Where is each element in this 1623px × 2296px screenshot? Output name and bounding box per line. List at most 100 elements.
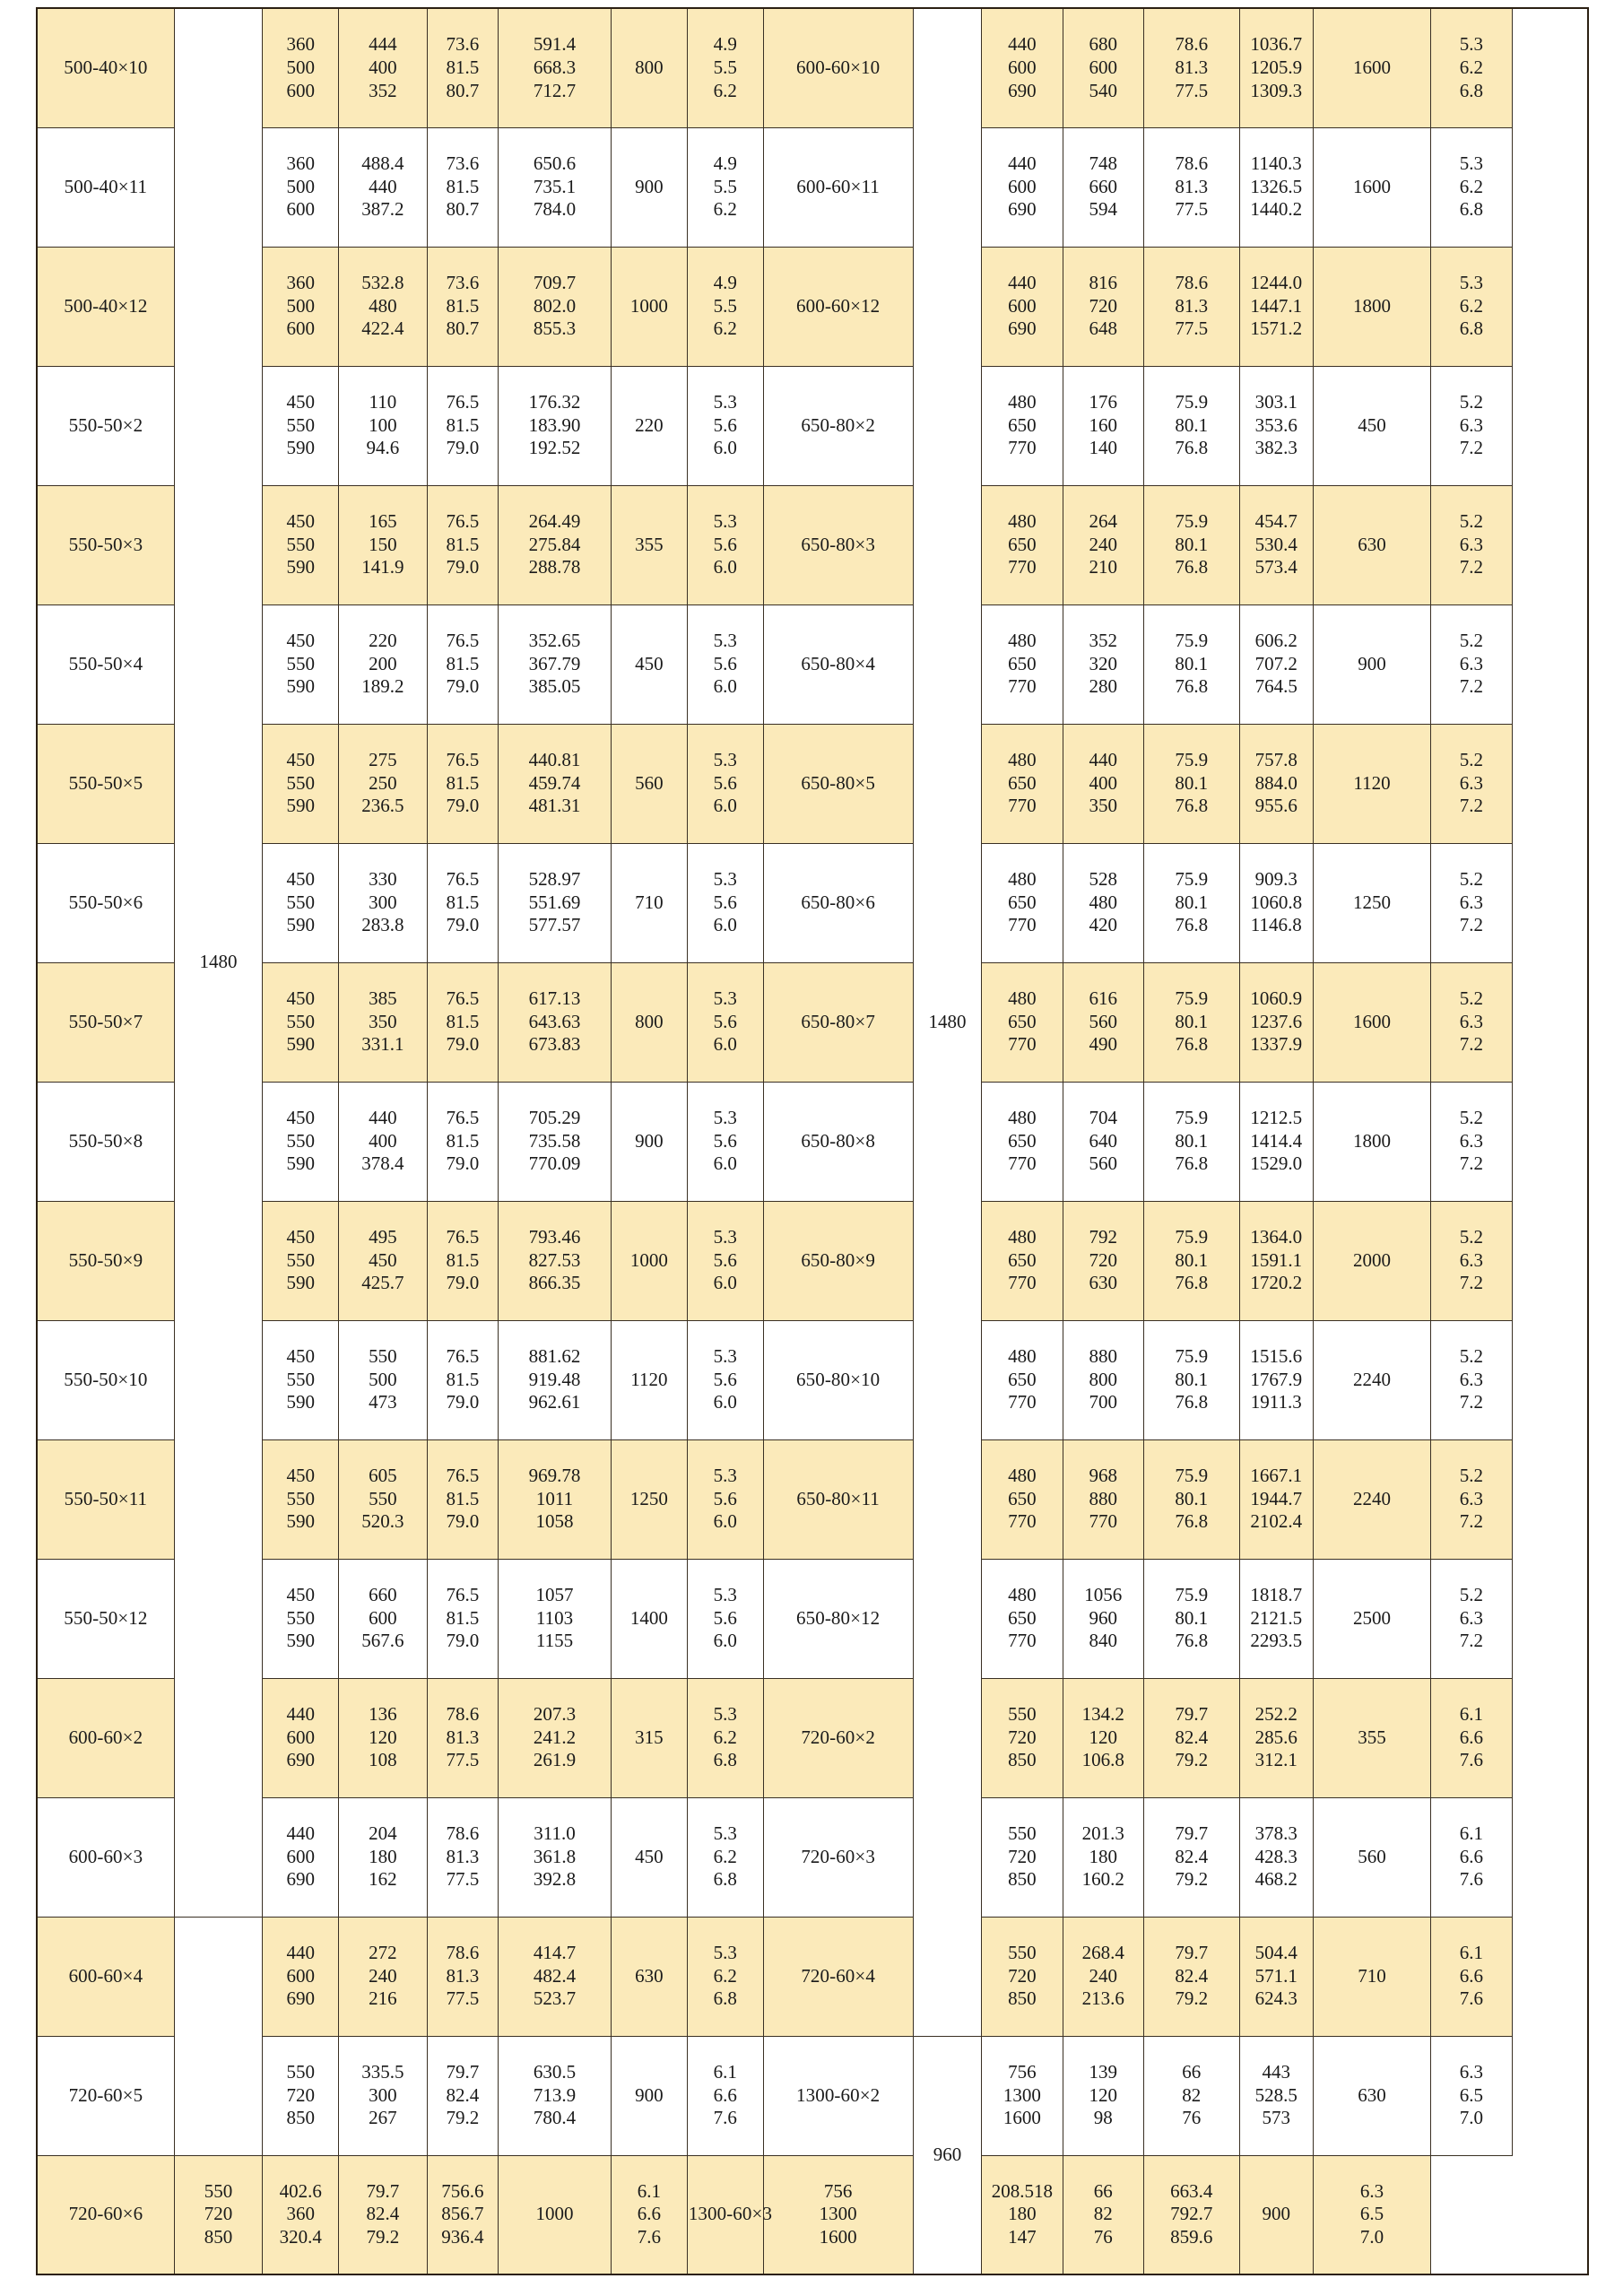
table-cell: 605 550 520.3	[338, 1439, 428, 1560]
table-cell: 616 560 490	[1062, 961, 1144, 1083]
cell-line: 1155	[535, 1630, 574, 1652]
cell-line: 79.0	[446, 1272, 480, 1294]
cell-line: 600	[286, 1726, 315, 1748]
cell-line: 162	[369, 1868, 397, 1891]
cell-line: 690	[1008, 79, 1037, 101]
cell-line: 5.6	[713, 1010, 737, 1032]
cell-line: 770	[1008, 1272, 1037, 1294]
cell-line: 590	[286, 795, 315, 817]
cell-line: 1056	[1084, 1584, 1123, 1606]
cell-line: 6.1	[1459, 1822, 1483, 1845]
cell-line: 7.0	[1359, 2226, 1384, 2248]
table-cell: 550-50×12	[36, 1558, 175, 1679]
cell-line: 6.0	[713, 1152, 737, 1175]
cell-line: 481.31	[528, 795, 581, 817]
table-row: 550-50×5 450 550 590 275 250 236.5 76.5 81.5 79.0…	[36, 723, 1588, 844]
cell-line: 76.8	[1175, 1152, 1209, 1175]
cell-line: 590	[286, 1510, 315, 1533]
cell-line: 75.9	[1175, 1465, 1209, 1487]
cell-line: 5.3	[713, 1822, 737, 1845]
cell-line: 6.3	[1459, 1248, 1483, 1271]
table-cell: 480 650 770	[981, 365, 1063, 486]
cell-line: 360	[286, 33, 315, 56]
table-cell: 6.3 6.5 7.0	[1430, 2035, 1513, 2156]
cell-line: 320.4	[279, 2226, 322, 2248]
cell-line: 454.7	[1254, 510, 1298, 533]
table-cell: 303.1 353.6 382.3	[1238, 365, 1314, 486]
cell-line: 440	[286, 1822, 315, 1845]
cell-line: 335.5	[361, 2061, 404, 2083]
cell-line: 530.4	[1254, 533, 1298, 555]
cell-line: 6.3	[1459, 533, 1483, 555]
cell-line: 6.3	[1459, 652, 1483, 674]
cell-line: 500	[286, 175, 315, 197]
cell-line: 213.6	[1081, 1987, 1124, 2010]
table-cell: 650-80×2	[762, 365, 914, 486]
cell-line: 81.5	[446, 1487, 480, 1509]
cell-line: 360	[286, 2203, 315, 2225]
cell-line: 504.4	[1254, 1942, 1298, 1964]
table-cell: 79.7 82.4 79.2	[338, 2154, 428, 2275]
cell-line: 79.2	[1175, 1749, 1209, 1771]
cell-line: 550	[286, 891, 315, 913]
table-cell: 75.9 80.1 76.8	[1142, 484, 1240, 605]
cell-line: 784.0	[533, 198, 577, 221]
cell-line: 82.4	[1175, 1845, 1209, 1867]
cell-line: 591.4	[533, 33, 577, 56]
table-cell: 440 400 350	[1062, 723, 1144, 844]
table-cell: 208.518 180 147	[981, 2154, 1063, 2275]
table-cell: 136 120 108	[338, 1677, 428, 1798]
cell-line: 673.83	[528, 1033, 581, 1056]
cell-line: 422.4	[361, 317, 404, 340]
cell-line: 176	[1089, 391, 1118, 413]
cell-line: 480	[1008, 391, 1037, 413]
cell-line: 5.6	[713, 1487, 737, 1509]
cell-line: 6.2	[713, 1845, 737, 1867]
table-cell: 560	[1312, 1796, 1432, 1918]
table-cell: 900	[610, 126, 688, 248]
table-cell: 1140.3 1326.5 1440.2	[1238, 126, 1314, 248]
table-cell: 600-60×2	[36, 1677, 175, 1798]
table-cell: 550 720 850	[981, 1916, 1063, 2037]
table-cell: 79.7 82.4 79.2	[1142, 1677, 1240, 1798]
table-cell: 1120	[610, 1319, 688, 1440]
cell-line: 7.2	[1459, 1630, 1483, 1652]
table-cell: 650-80×7	[762, 961, 914, 1083]
cell-line: 450	[286, 1345, 315, 1368]
cell-line: 713.9	[533, 2083, 577, 2106]
cell-line: 5.3	[1459, 33, 1483, 56]
table-cell: 378.3 428.3 468.2	[1238, 1796, 1314, 1918]
table-cell: 880 800 700	[1062, 1319, 1144, 1440]
cell-line: 6.1	[1459, 1703, 1483, 1726]
table-cell: 495 450 425.7	[338, 1200, 428, 1321]
cell-line: 5.5	[713, 56, 737, 78]
table-cell: 630	[610, 1916, 688, 2037]
cell-line: 183.90	[528, 413, 581, 436]
table-cell: 550 720 850	[173, 2154, 264, 2275]
cell-line: 75.9	[1175, 630, 1209, 652]
cell-line: 5.6	[713, 771, 737, 794]
cell-line: 6.3	[1359, 2179, 1384, 2202]
cell-line: 550	[286, 1368, 315, 1390]
cell-line: 77.5	[1175, 317, 1209, 340]
table-cell: 450 550 590	[262, 1200, 340, 1321]
table-cell: 720-60×2	[762, 1677, 914, 1798]
cell-line: 6.5	[1459, 2083, 1483, 2106]
table-cell: 500-40×11	[36, 126, 175, 248]
table-cell: 606.2 707.2 764.5	[1238, 604, 1314, 725]
cell-line: 650	[1008, 1010, 1037, 1032]
cell-line: 6.8	[713, 1749, 737, 1771]
cell-line: 600	[286, 79, 315, 101]
cell-line: 5.2	[1459, 868, 1483, 891]
cell-line: 770	[1008, 1152, 1037, 1175]
table-row: 550-50×3 450 550 590 165 150 141.9 76.5 81.5 79.0…	[36, 484, 1588, 605]
cell-line: 1058	[535, 1510, 574, 1533]
cell-line: 220	[369, 630, 397, 652]
cell-line: 350	[369, 1010, 397, 1032]
cell-line: 76.5	[446, 1465, 480, 1487]
cell-line: 550	[286, 1010, 315, 1032]
table-cell: 5.3 6.2 6.8	[1430, 246, 1513, 367]
cell-line: 720	[286, 2083, 315, 2106]
cell-line: 5.6	[713, 1368, 737, 1390]
